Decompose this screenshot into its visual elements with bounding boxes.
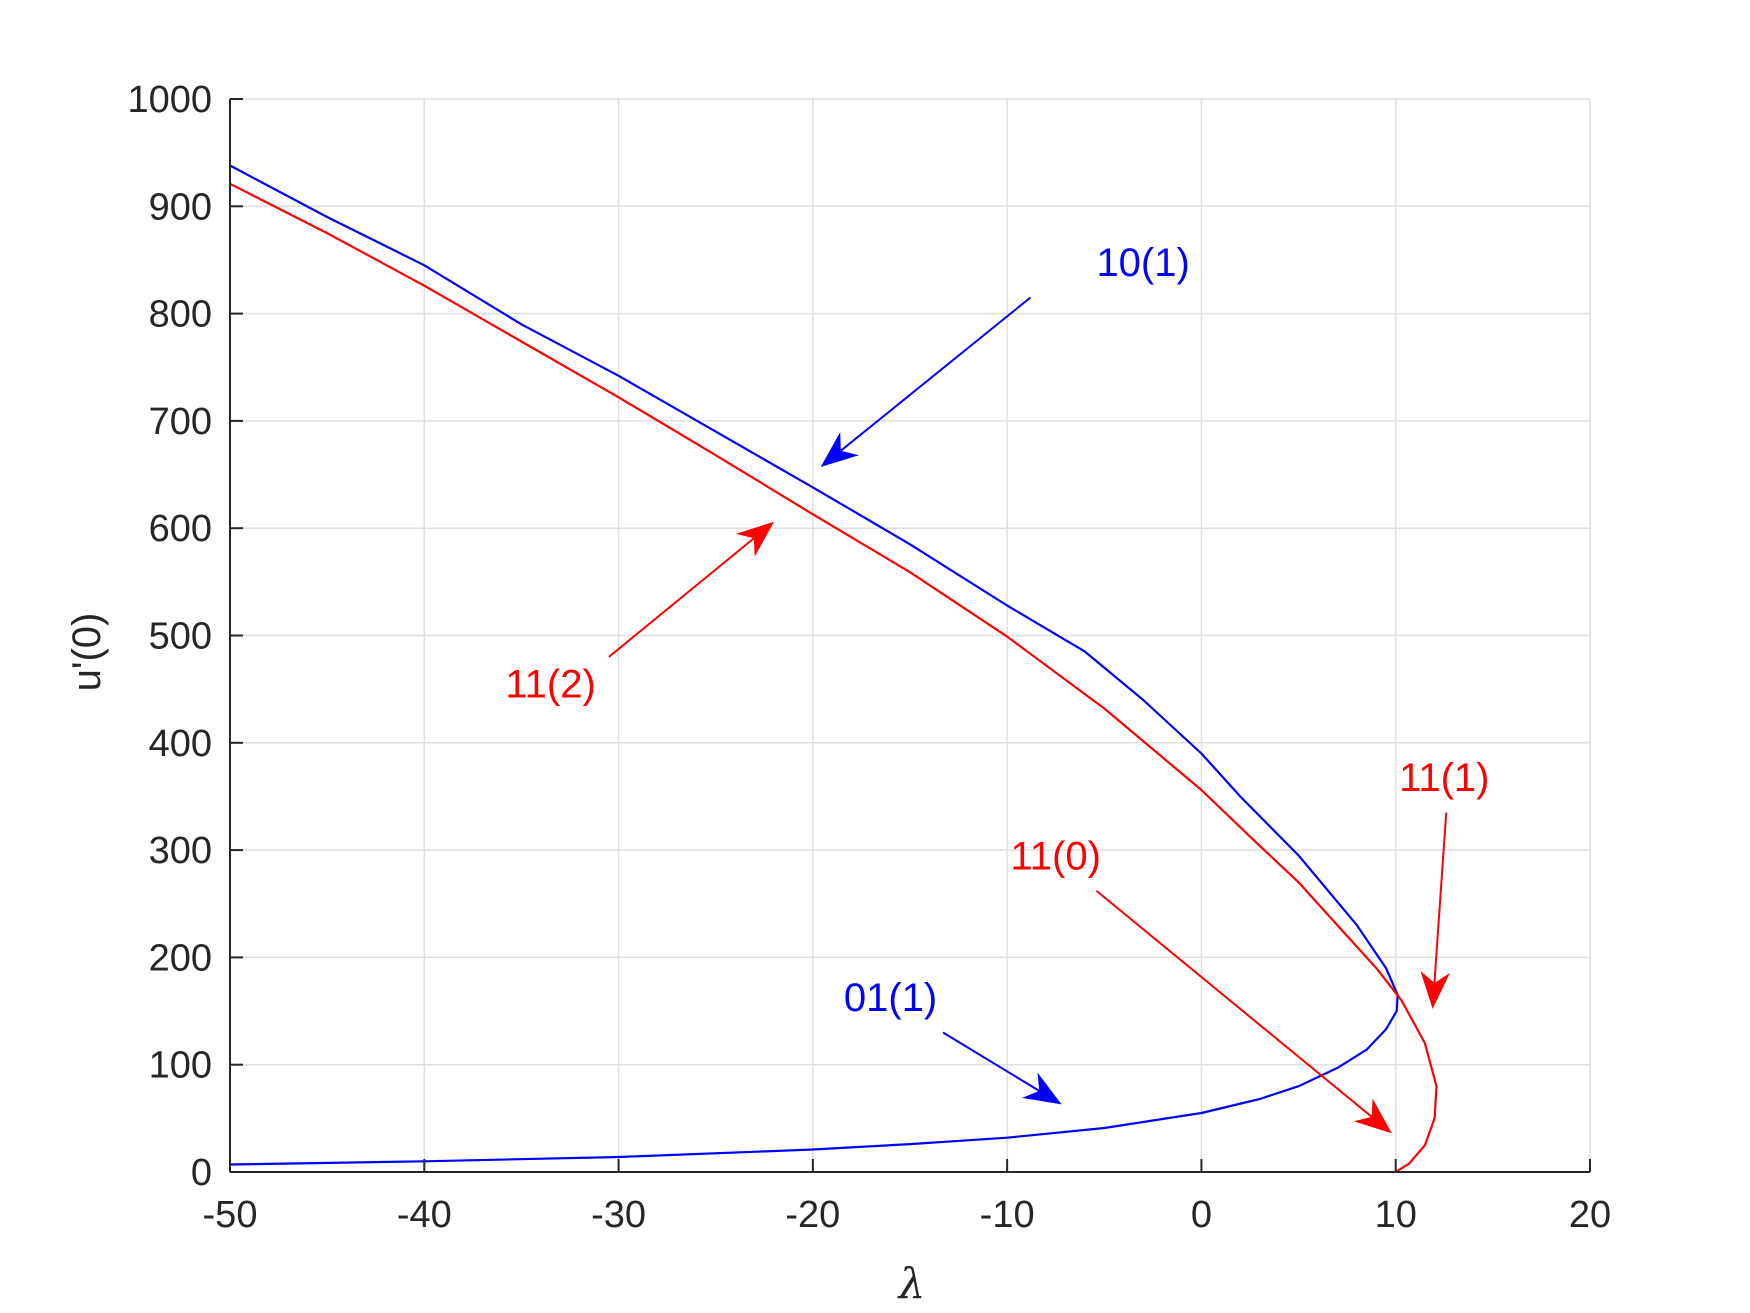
annotation-arrow-line-0 [840, 296, 1032, 452]
annotation-arrow-head-1 [735, 521, 774, 557]
annotation-label-2: 11(1) [1399, 756, 1489, 800]
annotation-arrow-head-2 [1420, 970, 1450, 1009]
tick-labels: -50 -40 -30 -20 -10 0 10 2001002003004005006007… [127, 79, 1611, 1236]
annotation-label-3: 11(0) [1011, 834, 1101, 878]
annotation-arrow-line-3 [1095, 890, 1373, 1118]
x-tick-label: 20 [1569, 1194, 1611, 1236]
annotation-arrow-line-1 [608, 537, 755, 658]
y-tick-label: 600 [149, 508, 212, 550]
y-tick-label: 700 [149, 401, 212, 443]
x-tick-label: -20 [785, 1194, 840, 1236]
grid-lines [229, 98, 1591, 1173]
series-line-0 [229, 164, 1399, 1166]
axes [229, 98, 1591, 1173]
y-tick-label: 0 [191, 1152, 212, 1194]
y-tick-label: 500 [149, 616, 212, 658]
annotation-arrow-head-4 [1022, 1072, 1062, 1105]
y-tick-label: 300 [149, 830, 212, 872]
annotations: 10(1) 11(2) 11(1) 11(0) 01(1) [505, 241, 1489, 1134]
x-tick-label: 0 [1191, 1194, 1212, 1236]
y-tick-label: 900 [149, 186, 212, 228]
annotation-label-1: 11(2) [505, 663, 595, 707]
series-line-1 [229, 182, 1438, 1173]
y-tick-label: 400 [149, 723, 212, 765]
series-lines [229, 164, 1438, 1173]
y-tick-label: 100 [149, 1045, 212, 1087]
annotation-label-4: 01(1) [844, 976, 937, 1020]
x-tick-label: -30 [591, 1194, 646, 1236]
annotation-arrow-head-0 [820, 432, 859, 468]
x-tick-label: 10 [1375, 1194, 1417, 1236]
x-tick-label: -10 [980, 1194, 1035, 1236]
y-tick-label: 1000 [127, 79, 212, 121]
y-tick-label: 800 [149, 294, 212, 336]
x-tick-label: -40 [397, 1194, 452, 1236]
x-tick-label: -50 [203, 1194, 258, 1236]
y-axis-label: u'(0) [65, 613, 109, 692]
annotation-arrow-line-2 [1433, 812, 1448, 984]
y-tick-label: 200 [149, 937, 212, 979]
annotation-arrow-head-3 [1353, 1098, 1392, 1134]
x-axis-label: λ [897, 1259, 926, 1308]
annotation-label-0: 10(1) [1096, 241, 1189, 285]
annotation-arrow-line-4 [942, 1031, 1040, 1092]
